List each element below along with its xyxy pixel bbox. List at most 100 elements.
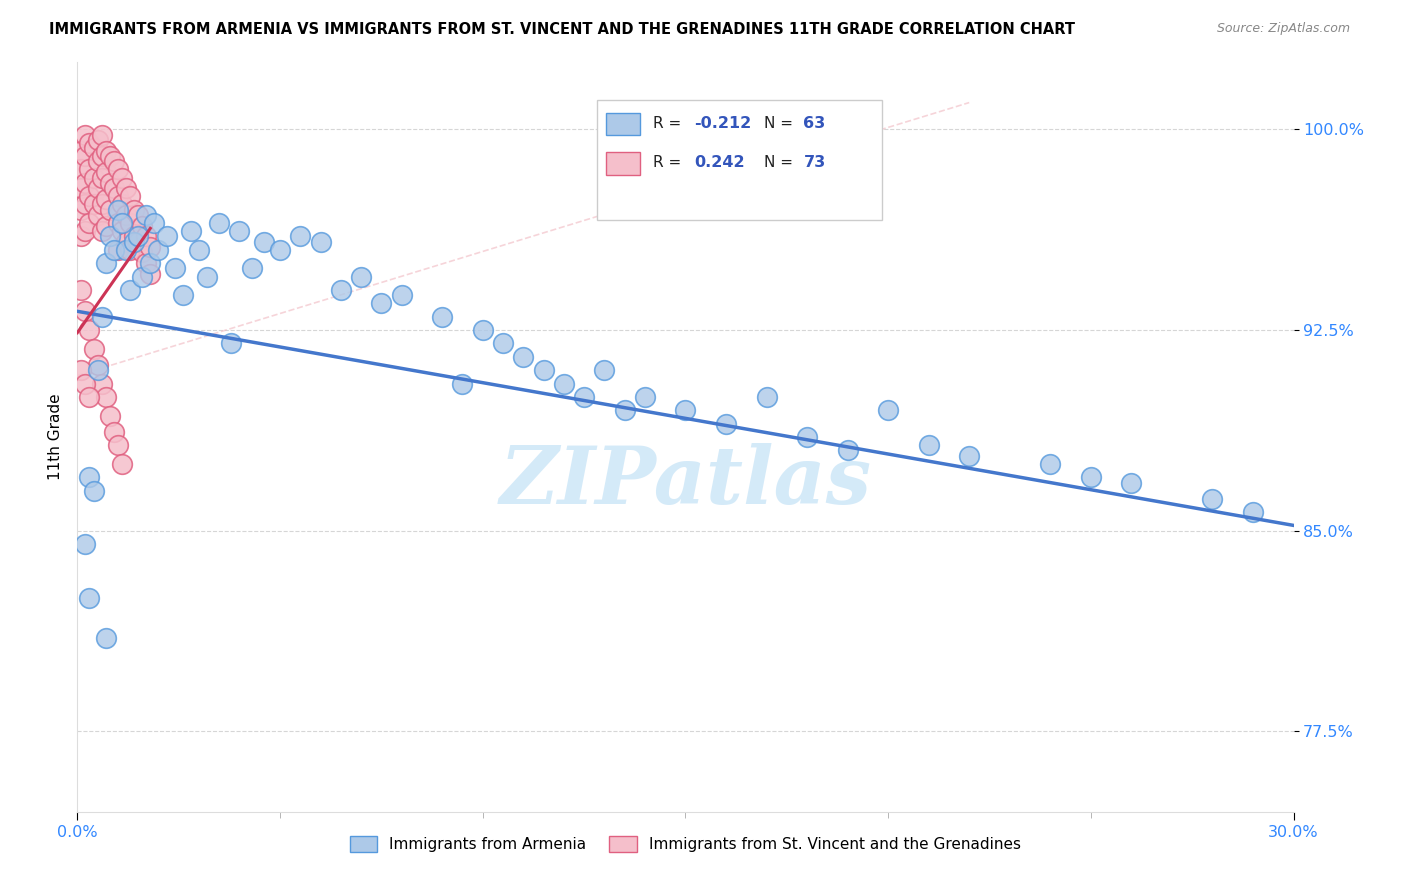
- Point: [1121, 475, 1143, 490]
- Point: [131, 245, 153, 260]
- Point: [70, 363, 93, 377]
- Point: [83, 141, 105, 155]
- Point: [75, 197, 97, 211]
- Point: [143, 216, 166, 230]
- Point: [290, 229, 312, 244]
- Point: [83, 170, 105, 185]
- Point: [90, 197, 112, 211]
- Point: [957, 449, 980, 463]
- Point: [163, 261, 186, 276]
- Point: [370, 296, 392, 310]
- Point: [90, 128, 112, 142]
- Text: ZIPatlas: ZIPatlas: [499, 443, 872, 521]
- Point: [139, 240, 162, 254]
- Point: [70, 144, 93, 158]
- Text: R =: R =: [652, 154, 686, 169]
- Point: [103, 425, 125, 439]
- Point: [796, 430, 818, 444]
- Point: [172, 288, 194, 302]
- Point: [86, 363, 108, 377]
- Point: [613, 403, 636, 417]
- Point: [135, 229, 157, 244]
- Point: [86, 154, 108, 169]
- Point: [430, 310, 453, 324]
- Point: [122, 235, 145, 249]
- Legend: Immigrants from Armenia, Immigrants from St. Vincent and the Grenadines: Immigrants from Armenia, Immigrants from…: [343, 830, 1028, 858]
- Text: N =: N =: [765, 116, 799, 130]
- Point: [94, 219, 117, 233]
- Point: [1080, 470, 1102, 484]
- Point: [118, 283, 141, 297]
- Point: [471, 323, 494, 337]
- Point: [309, 235, 332, 249]
- Point: [94, 192, 117, 206]
- Point: [492, 336, 515, 351]
- Point: [228, 224, 250, 238]
- Point: [208, 216, 231, 230]
- Point: [98, 176, 121, 190]
- Point: [1039, 457, 1062, 471]
- Point: [755, 390, 778, 404]
- Point: [75, 176, 97, 190]
- Point: [111, 457, 134, 471]
- Point: [127, 208, 149, 222]
- Point: [94, 631, 117, 645]
- Point: [90, 376, 112, 391]
- Point: [98, 409, 121, 423]
- Point: [107, 162, 129, 177]
- Point: [837, 443, 859, 458]
- Text: -0.212: -0.212: [695, 116, 751, 130]
- Point: [135, 208, 157, 222]
- Point: [1201, 491, 1223, 506]
- Point: [75, 304, 97, 318]
- Point: [79, 189, 101, 203]
- Point: [111, 170, 134, 185]
- Point: [86, 208, 108, 222]
- Point: [391, 288, 413, 302]
- Point: [148, 243, 170, 257]
- Point: [79, 390, 101, 404]
- Point: [90, 170, 112, 185]
- Point: [94, 256, 117, 270]
- Point: [94, 390, 117, 404]
- Y-axis label: 11th Grade: 11th Grade: [48, 393, 63, 481]
- Point: [139, 256, 162, 270]
- Point: [139, 267, 162, 281]
- Point: [118, 216, 141, 230]
- Point: [107, 216, 129, 230]
- Text: IMMIGRANTS FROM ARMENIA VS IMMIGRANTS FROM ST. VINCENT AND THE GRENADINES 11TH G: IMMIGRANTS FROM ARMENIA VS IMMIGRANTS FR…: [49, 22, 1076, 37]
- Point: [86, 358, 108, 372]
- Point: [572, 390, 595, 404]
- Point: [122, 202, 145, 217]
- Point: [98, 229, 121, 244]
- Point: [221, 336, 243, 351]
- Text: 0.242: 0.242: [695, 154, 745, 169]
- Point: [918, 438, 941, 452]
- Point: [90, 149, 112, 163]
- Text: Source: ZipAtlas.com: Source: ZipAtlas.com: [1216, 22, 1350, 36]
- Point: [115, 208, 138, 222]
- Point: [553, 376, 575, 391]
- Point: [877, 403, 900, 417]
- Point: [107, 202, 129, 217]
- Point: [103, 243, 125, 257]
- Point: [75, 224, 97, 238]
- Point: [122, 229, 145, 244]
- Point: [115, 243, 138, 257]
- Point: [83, 197, 105, 211]
- Point: [155, 229, 177, 244]
- Point: [79, 216, 101, 230]
- FancyBboxPatch shape: [596, 100, 883, 219]
- Point: [131, 219, 153, 233]
- Point: [180, 224, 202, 238]
- Point: [240, 261, 263, 276]
- Point: [70, 202, 93, 217]
- Text: 73: 73: [803, 154, 825, 169]
- Point: [94, 165, 117, 179]
- Point: [103, 154, 125, 169]
- Point: [512, 350, 534, 364]
- Point: [70, 162, 93, 177]
- Point: [115, 181, 138, 195]
- Point: [79, 136, 101, 150]
- Point: [253, 235, 276, 249]
